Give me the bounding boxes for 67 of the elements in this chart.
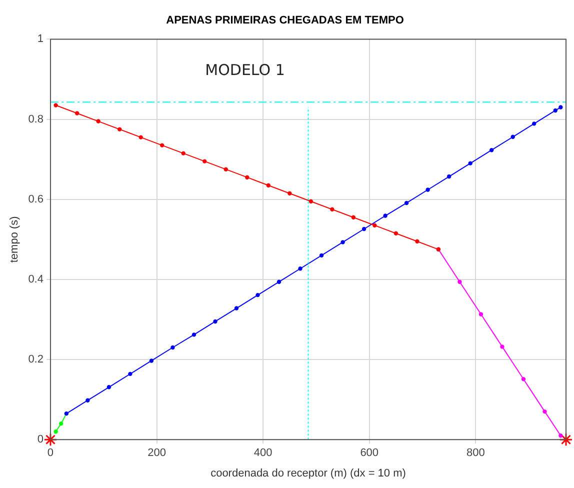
point (59, 421, 64, 426)
x-tick-label: 600 (360, 447, 379, 460)
y-tick-label: 1 (37, 33, 44, 46)
point (54, 429, 58, 434)
chart-title: APENAS PRIMEIRAS CHEGADAS EM TEMPO (166, 14, 404, 27)
point (532, 122, 536, 126)
point (521, 377, 526, 382)
point (256, 292, 260, 298)
point (319, 253, 324, 258)
point (558, 433, 563, 438)
point (86, 398, 90, 402)
point (54, 103, 58, 108)
point (181, 151, 186, 156)
point (351, 215, 356, 220)
x-axis-title: coordenada do receptor (m) (dx = 10 m) (210, 467, 406, 480)
point (330, 207, 334, 212)
point (383, 214, 388, 218)
point (446, 174, 452, 179)
point (478, 312, 484, 316)
x-tick-label: 200 (148, 447, 166, 460)
y-axis-title: tempo (s) (8, 216, 21, 263)
point (372, 223, 377, 228)
point (553, 108, 558, 113)
point (192, 332, 196, 337)
y-tick-label: 0.8 (28, 113, 44, 126)
y-tick-label: 0 (37, 434, 44, 446)
point (426, 188, 430, 192)
point (489, 148, 494, 152)
x-tick-label: 800 (466, 447, 485, 460)
point (394, 231, 398, 236)
point (340, 240, 345, 244)
point (266, 183, 270, 188)
point (44, 432, 58, 446)
point (415, 239, 420, 244)
point (510, 134, 515, 139)
point (558, 105, 563, 110)
point (245, 175, 250, 180)
x-tick-label: 400 (254, 447, 272, 460)
point (458, 280, 462, 284)
point (213, 319, 218, 324)
point (404, 200, 409, 206)
point (468, 161, 472, 166)
point (170, 345, 175, 350)
point (138, 135, 143, 140)
point (149, 358, 154, 363)
point (128, 372, 132, 376)
point (288, 191, 292, 196)
point (234, 306, 239, 310)
x-tick-label: 0 (47, 447, 54, 460)
point (298, 266, 302, 271)
point (500, 344, 504, 349)
point (559, 432, 573, 446)
y-tick-label: 0.2 (28, 354, 44, 366)
point (117, 127, 122, 132)
annotation: MODELO 1 (205, 61, 285, 80)
point (224, 167, 228, 172)
y-tick-label: 0.6 (28, 193, 44, 206)
point (160, 143, 164, 148)
y-tick-label: 0.4 (28, 273, 44, 286)
point (362, 226, 366, 232)
point (542, 409, 547, 414)
point (202, 159, 207, 164)
point (74, 111, 80, 116)
point (308, 199, 314, 204)
point (276, 280, 282, 284)
point (106, 385, 112, 390)
point (96, 119, 100, 124)
